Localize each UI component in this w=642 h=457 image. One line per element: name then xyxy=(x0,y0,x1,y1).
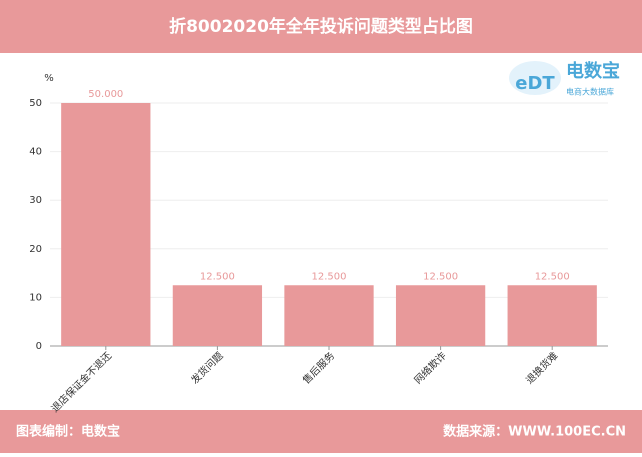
logo-cloud xyxy=(509,61,561,95)
bar xyxy=(395,285,486,346)
y-tick-label: 40 xyxy=(29,147,42,158)
value-label: 50.000 xyxy=(88,89,123,100)
y-tick-label: 10 xyxy=(29,292,42,303)
x-tick-label: 发货问题 xyxy=(188,349,225,386)
y-tick-label: 30 xyxy=(29,195,42,206)
value-label: 12.500 xyxy=(312,271,347,282)
x-tick-label: 售后服务 xyxy=(300,349,337,386)
bar xyxy=(507,285,597,346)
logo-mark: eDT xyxy=(515,73,555,94)
footer-left: 图表编制：电数宝 xyxy=(16,424,120,440)
y-tick-label: 20 xyxy=(29,244,42,255)
chart-title: 折8002020年全年投诉问题类型占比图 xyxy=(169,16,473,37)
y-unit: % xyxy=(44,73,54,84)
logo-name: 电数宝 xyxy=(566,60,620,82)
value-label: 12.500 xyxy=(423,271,458,282)
bar xyxy=(284,285,374,346)
y-tick-label: 50 xyxy=(29,98,42,109)
header-bar xyxy=(0,0,642,53)
bar xyxy=(61,103,151,346)
bar xyxy=(172,285,263,346)
value-label: 12.500 xyxy=(200,271,235,282)
footer-bar xyxy=(0,410,642,453)
x-tick-label: 退换货难 xyxy=(523,349,560,386)
y-tick-label: 0 xyxy=(36,341,42,352)
x-tick-label: 退店保证金不退还 xyxy=(48,349,114,415)
logo-tagline: 电商大数据库 xyxy=(566,87,614,97)
footer-right: 数据来源：WWW.100EC.CN xyxy=(443,424,626,440)
x-tick-label: 网络欺诈 xyxy=(411,349,448,386)
value-label: 12.500 xyxy=(535,271,570,282)
